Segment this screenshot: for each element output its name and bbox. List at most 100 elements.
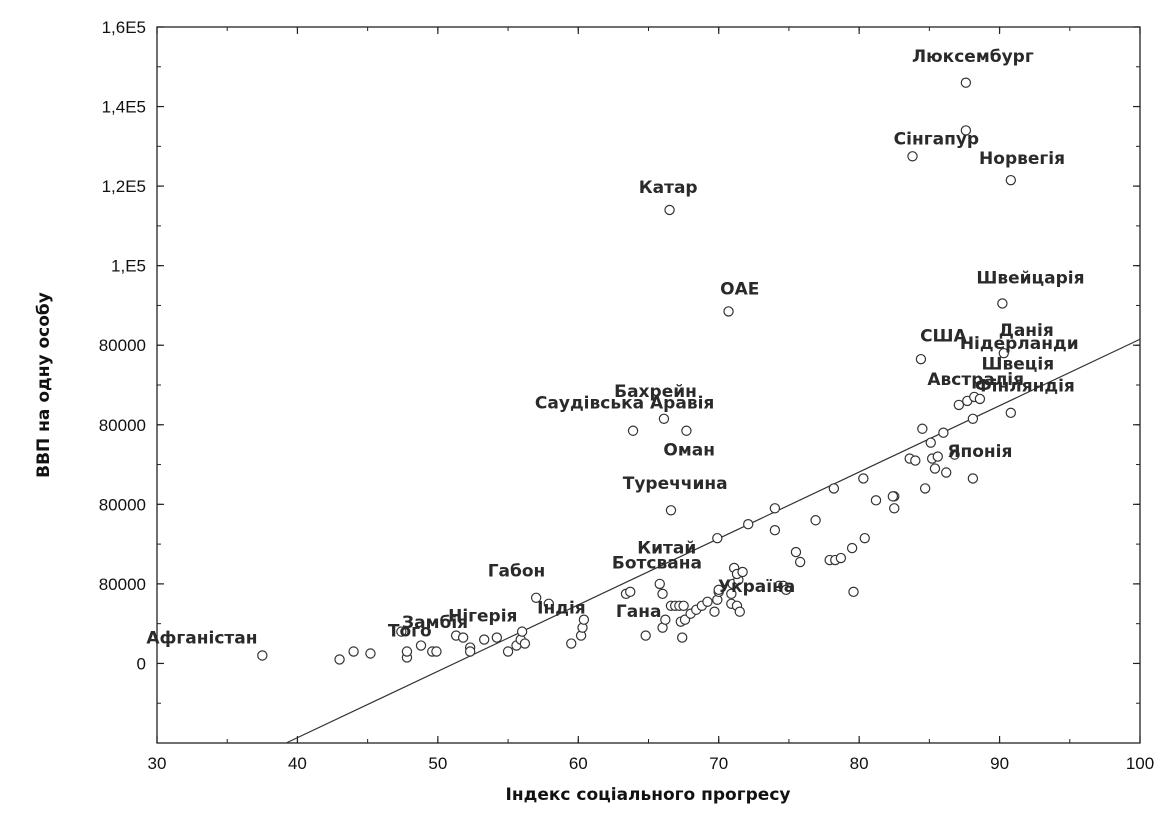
data-point [960, 125, 972, 136]
point-label: Фінляндія [975, 376, 1075, 396]
data-points [257, 77, 1017, 665]
data-point [997, 298, 1008, 309]
data-point [790, 546, 802, 558]
data-point [640, 630, 651, 641]
point-label: Сінгапур [894, 129, 979, 149]
data-point [859, 532, 870, 544]
data-point [464, 646, 476, 657]
point-label: Габон [488, 561, 546, 581]
point-label: Китай [637, 539, 696, 559]
plot-area [156, 26, 1141, 744]
data-point [257, 650, 268, 661]
data-point [835, 552, 847, 564]
point-label: Гана [616, 602, 662, 622]
data-point [723, 306, 734, 317]
x-axis-ticks: 30 40 50 60 70 80 90 100 [148, 27, 1154, 773]
x-tick-label: 100 [1126, 754, 1154, 773]
y-tick-label: 80000 [99, 336, 146, 355]
point-label: Афганістан [146, 629, 257, 649]
point-label: Оман [663, 440, 715, 460]
data-point [925, 437, 936, 448]
data-point [431, 646, 442, 657]
point-label: Нігерія [448, 606, 517, 626]
y-tick-label: 80000 [99, 495, 146, 514]
point-label: Швеція [982, 354, 1055, 374]
y-tick-label: 1,6E5 [102, 18, 146, 37]
y-tick-label: 1,E5 [111, 257, 146, 276]
data-point [734, 606, 745, 617]
data-point [915, 353, 927, 365]
data-point [1005, 174, 1017, 186]
point-label: Ботсвана [612, 553, 702, 573]
data-point [887, 491, 899, 502]
data-point [953, 399, 965, 411]
data-point [858, 473, 869, 484]
x-tick-label: 80 [850, 754, 869, 773]
data-point [627, 425, 639, 436]
data-point [654, 578, 665, 590]
y-tick-label: 0 [137, 654, 146, 673]
point-label: Індія [537, 599, 586, 619]
data-point [889, 503, 900, 514]
data-point [681, 425, 692, 436]
data-point [967, 413, 979, 425]
data-point [625, 586, 636, 598]
data-point [665, 505, 677, 516]
data-point [919, 483, 931, 494]
data-point [457, 632, 469, 643]
data-point [658, 413, 670, 425]
point-label: Люксембург [912, 47, 1034, 67]
data-point [743, 519, 754, 530]
y-tick-label: 80000 [99, 575, 146, 594]
point-label: ОАЕ [720, 279, 759, 299]
data-point [910, 455, 921, 466]
x-tick-label: 60 [569, 754, 588, 773]
data-point [1005, 407, 1017, 419]
data-point [566, 638, 577, 649]
point-label: Бахрейн [614, 382, 697, 402]
point-label: США [920, 327, 967, 347]
data-point [519, 638, 531, 649]
data-point [712, 532, 723, 544]
data-point [737, 566, 748, 578]
y-axis-title: ВВП на одну особу [34, 292, 54, 478]
data-point [769, 503, 781, 514]
x-tick-label: 40 [288, 754, 307, 773]
data-point [938, 427, 949, 438]
data-point [502, 646, 514, 657]
data-point [949, 449, 960, 460]
x-tick-label: 70 [709, 754, 728, 773]
data-point [334, 654, 345, 665]
data-point [917, 423, 928, 434]
data-point [907, 151, 918, 162]
data-point [870, 495, 882, 506]
x-tick-label: 90 [990, 754, 1009, 773]
data-point [660, 614, 671, 625]
data-point [578, 614, 590, 625]
data-point [828, 483, 840, 494]
data-point [932, 451, 943, 462]
data-point [794, 556, 806, 568]
data-point [848, 586, 859, 598]
y-tick-label: 1,4E5 [102, 98, 146, 117]
y-tick-label: 80000 [99, 416, 146, 435]
data-point [664, 204, 675, 216]
data-point [810, 515, 821, 526]
data-point [415, 640, 427, 651]
data-point [365, 648, 376, 659]
data-point [702, 596, 713, 607]
data-point [960, 77, 972, 88]
data-point [713, 584, 724, 596]
point-label: Того [388, 621, 432, 641]
data-point [941, 467, 952, 478]
data-point [401, 646, 413, 657]
data-point [530, 592, 542, 604]
data-point [726, 588, 737, 600]
data-point [780, 584, 792, 596]
point-label: Замбія [402, 613, 468, 633]
data-point [709, 606, 720, 617]
data-point [478, 634, 490, 645]
point-label: Данія [999, 321, 1054, 341]
